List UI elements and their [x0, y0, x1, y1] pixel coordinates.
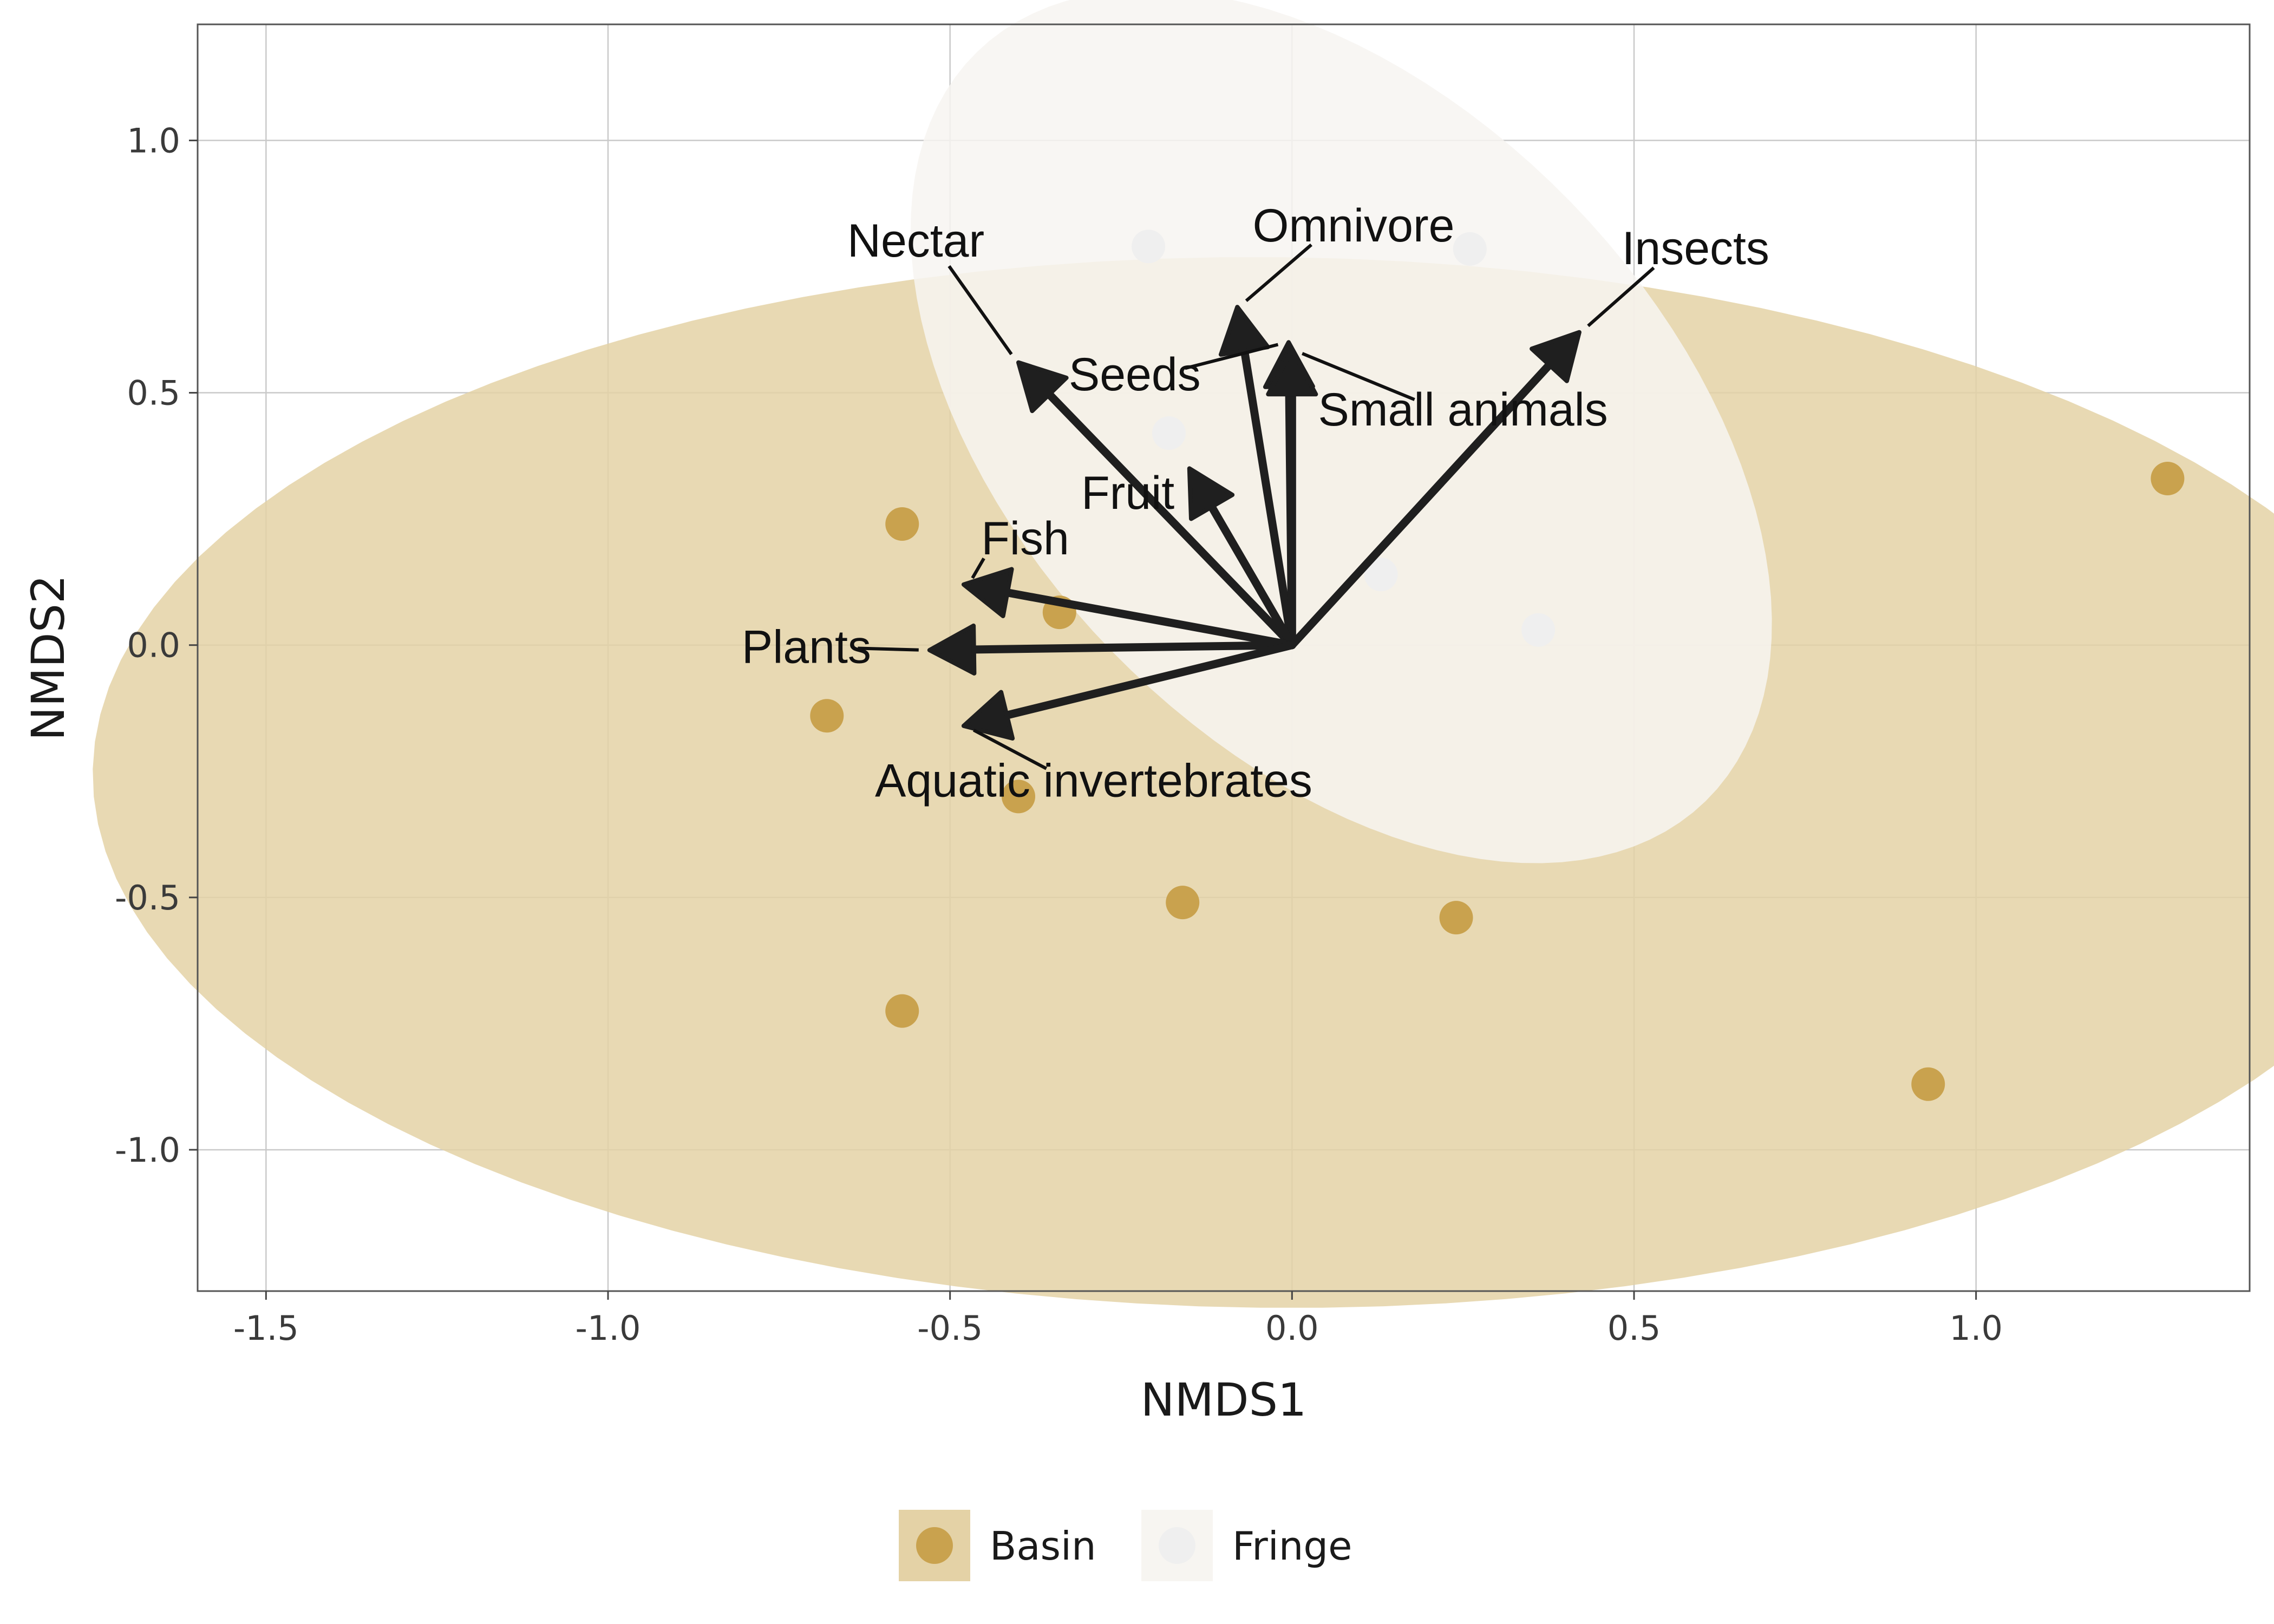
vector-label-aquatic-invertebrates: Aquatic invertebrates — [875, 755, 1312, 807]
point-fringe — [1521, 613, 1556, 647]
vector-aquatic-invertebrates — [961, 641, 1296, 770]
vector-arrowhead — [1187, 466, 1235, 521]
vector-insects — [1288, 266, 1655, 650]
point-basin — [1002, 780, 1035, 814]
x-tick-label: 1.0 — [1949, 1308, 2003, 1348]
vector-leader-line — [1184, 343, 1279, 370]
vector-arrowhead — [927, 623, 977, 676]
vector-shaft — [999, 641, 1296, 721]
y-tick-label: -1.0 — [115, 1130, 180, 1170]
vector-shaft — [1239, 343, 1296, 650]
vector-leader-line — [948, 265, 1013, 356]
legend-label-fringe: Fringe — [1232, 1523, 1352, 1569]
y-tick-label: 0.0 — [127, 626, 180, 665]
vector-leader-line — [972, 729, 1048, 770]
vector-arrowhead — [1530, 330, 1582, 383]
x-axis-title: NMDS1 — [1141, 1373, 1307, 1426]
vector-label-omnivore: Omnivore — [1253, 200, 1455, 252]
vector-small-animals — [1266, 348, 1415, 650]
vector-labels: Nectar Omnivore Insects Seeds Small animals F… — [742, 200, 1769, 807]
point-basin — [1911, 1067, 1945, 1101]
x-tick-label: 0.0 — [1265, 1308, 1319, 1348]
y-axis: -1.0 -0.5 0.0 0.5 1.0 — [115, 121, 198, 1170]
legend-item-fringe: Fringe — [1141, 1510, 1352, 1581]
vector-fish — [961, 558, 1296, 650]
vector-label-insects: Insects — [1622, 222, 1769, 274]
legend-swatch-basin — [916, 1527, 953, 1564]
legend-item-basin: Basin — [899, 1510, 1096, 1581]
vector-omnivore — [1218, 243, 1312, 650]
plot-panel: Nectar Omnivore Insects Seeds Small animals F… — [93, 0, 2274, 1308]
vector-arrowhead — [961, 567, 1014, 618]
vector-label-fish: Fish — [981, 513, 1069, 565]
x-tick-label: -0.5 — [917, 1308, 983, 1348]
y-tick-label: 1.0 — [127, 121, 180, 160]
point-basin — [810, 699, 844, 733]
vector-arrowhead — [1266, 348, 1318, 397]
vector-arrowhead — [1016, 360, 1069, 414]
vector-shaft — [1043, 388, 1296, 650]
point-fringe — [1152, 416, 1186, 450]
point-basin — [885, 994, 919, 1028]
legend-swatch-fringe — [1159, 1527, 1195, 1564]
point-fringe — [1453, 232, 1487, 266]
x-axis: -1.5 -1.0 -0.5 0.0 0.5 1.0 — [233, 1291, 2003, 1348]
vector-label-nectar: Nectar — [847, 215, 984, 267]
point-basin — [885, 507, 919, 541]
vector-shaft — [966, 641, 1296, 654]
legend-label-basin: Basin — [990, 1523, 1096, 1569]
point-basin — [2151, 462, 2185, 496]
vector-arrowhead — [961, 690, 1015, 741]
point-fringe — [1132, 230, 1166, 264]
y-tick-label: 0.5 — [127, 374, 180, 413]
vector-leader-line — [1587, 266, 1655, 328]
vector-arrowhead — [1218, 305, 1270, 357]
vector-shaft — [1000, 588, 1296, 650]
vector-plants — [858, 623, 1296, 676]
vector-leader-line — [1302, 352, 1415, 401]
y-tick-label: -0.5 — [115, 878, 180, 918]
point-basin — [1166, 886, 1200, 920]
vector-nectar — [948, 265, 1296, 650]
vector-label-fruit: Fruit — [1081, 467, 1174, 519]
vector-fruit — [1187, 466, 1296, 650]
point-basin — [1439, 901, 1473, 935]
vector-label-plants: Plants — [742, 621, 871, 673]
x-tick-label: -1.0 — [576, 1308, 641, 1348]
vector-label-seeds: Seeds — [1069, 349, 1201, 401]
vector-leader-line — [971, 558, 985, 579]
legend: Basin Fringe — [899, 1510, 1352, 1581]
fitted-vectors — [858, 243, 1655, 770]
x-tick-label: -1.5 — [233, 1308, 299, 1348]
vector-leader-line — [858, 646, 919, 652]
point-fringe — [1364, 558, 1398, 592]
x-tick-label: 0.5 — [1608, 1308, 1661, 1348]
panel-border — [197, 23, 2251, 1292]
vector-leader-line — [1245, 243, 1312, 302]
vector-label-small-animals: Small animals — [1318, 384, 1608, 436]
vector-shaft — [1206, 500, 1296, 650]
vector-shaft — [1288, 358, 1556, 650]
y-axis-title: NMDS2 — [22, 575, 75, 741]
